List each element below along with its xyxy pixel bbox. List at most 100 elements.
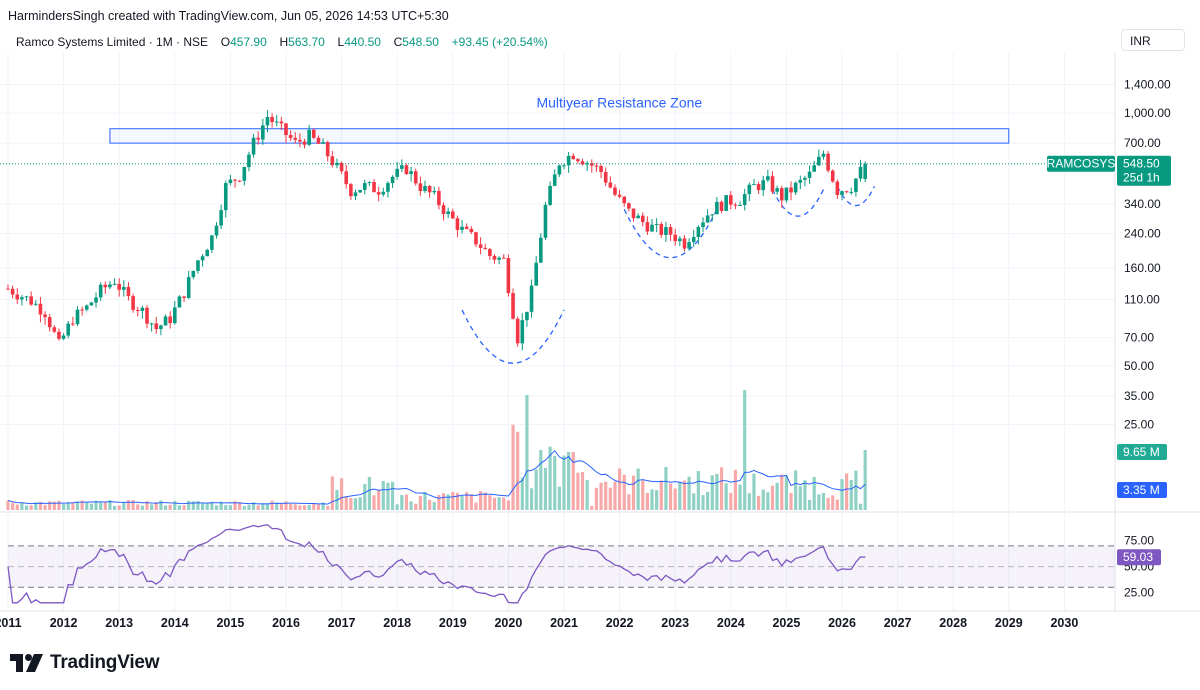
candle-body: [261, 125, 265, 140]
volume-bar: [196, 501, 200, 510]
volume-last-value: 9.65 M: [1123, 445, 1160, 459]
volume-bar: [404, 494, 409, 510]
volume-bar: [238, 501, 242, 510]
candle-body: [654, 224, 659, 226]
candle-body: [177, 296, 182, 308]
volume-bar: [474, 502, 478, 510]
candle-body: [381, 191, 386, 195]
volume-bar: [43, 504, 47, 510]
volume-bar: [752, 473, 756, 510]
candle-body: [520, 320, 525, 344]
volume-bar: [80, 500, 84, 510]
volume-bar: [344, 496, 348, 510]
volume-bar: [576, 472, 580, 510]
x-tick-label: 2012: [50, 616, 78, 630]
candle-body: [858, 166, 863, 179]
rsi-line: [7, 524, 866, 604]
volume-bar: [692, 493, 696, 510]
volume-bar: [571, 451, 575, 510]
y-tick-label: 70.00: [1124, 331, 1154, 345]
volume-bar: [71, 502, 75, 510]
candle-body: [173, 307, 177, 324]
candle-body: [43, 314, 47, 318]
volume-bar: [794, 470, 798, 510]
y-tick-label: 340.00: [1124, 197, 1161, 211]
symbol-tag-bg: [1047, 155, 1115, 172]
volume-bar: [432, 502, 436, 510]
volume-bar: [321, 502, 325, 510]
candle-body: [446, 211, 450, 215]
rsi-tag-bg: [1117, 549, 1161, 566]
volume-bar: [224, 505, 228, 510]
volume-bar: [650, 489, 654, 510]
volume-bar: [99, 501, 103, 510]
volume-bar: [214, 505, 219, 510]
rsi-last-value: 59.03: [1123, 550, 1153, 564]
candle-body: [566, 155, 571, 166]
candle-body: [418, 183, 423, 191]
volume-tag-bg: [1117, 444, 1167, 460]
candle-body: [409, 171, 413, 175]
volume-bar: [358, 497, 362, 510]
currency-button[interactable]: INR: [1121, 29, 1185, 51]
candle-body: [580, 161, 585, 165]
volume-bar: [330, 476, 334, 510]
candle-body: [159, 325, 163, 330]
volume-bar: [719, 467, 724, 510]
volume-ma-tag-bg: [1117, 482, 1167, 498]
candle-body: [29, 296, 33, 305]
candle-body: [103, 284, 108, 288]
symbol-line: Ramco Systems Limited · 1M · NSE: [16, 35, 209, 49]
candle-body: [742, 194, 747, 205]
candle-body: [270, 117, 274, 123]
candle-body: [710, 214, 715, 216]
volume-bar: [608, 487, 612, 510]
candle-body: [390, 176, 395, 184]
candle-body: [719, 201, 724, 211]
volume-bar: [854, 470, 858, 510]
volume-bar: [562, 455, 566, 510]
last-price-value: 548.50: [1123, 157, 1160, 171]
volume-bar: [326, 505, 330, 510]
volume-bar: [687, 476, 691, 510]
candle-body: [404, 165, 409, 175]
candle-body: [659, 224, 664, 235]
rsi-tick-label: 75.00: [1124, 534, 1154, 548]
candle-body: [423, 185, 427, 191]
y-tick-label: 50.00: [1124, 359, 1154, 373]
volume-bar: [437, 495, 441, 510]
tradingview-wordmark: TradingView: [50, 652, 160, 673]
candle-body: [66, 323, 71, 336]
x-tick-label: 2016: [272, 616, 300, 630]
candle-body: [358, 189, 362, 193]
candle-body: [724, 195, 728, 211]
volume-ma-line: [7, 449, 866, 505]
candle-body: [696, 227, 701, 237]
candle-body: [451, 211, 455, 219]
candle-body: [830, 170, 835, 182]
candle-body: [413, 171, 418, 184]
volume-bar: [798, 486, 802, 510]
candle-body: [571, 155, 576, 160]
volume-bar: [168, 504, 172, 510]
open-value: 457.90: [230, 35, 267, 49]
candle-body: [650, 224, 654, 232]
change-value: +93.45 (+20.54%): [451, 35, 548, 49]
candle-body: [590, 163, 594, 166]
volume-bar: [302, 505, 307, 510]
x-tick-label: 2029: [995, 616, 1023, 630]
candle-body: [687, 242, 691, 249]
candle-body: [427, 185, 432, 193]
volume-bar: [747, 493, 751, 510]
candle-body: [705, 215, 710, 223]
volume-bar: [270, 500, 274, 510]
volume-bar: [729, 492, 733, 510]
candle-body: [603, 172, 608, 183]
volume-bar: [228, 505, 232, 510]
volume-bar: [48, 501, 52, 510]
candle-body: [223, 183, 228, 211]
volume-bar: [381, 480, 385, 510]
volume-bar: [11, 502, 15, 510]
volume-bar: [29, 505, 33, 510]
